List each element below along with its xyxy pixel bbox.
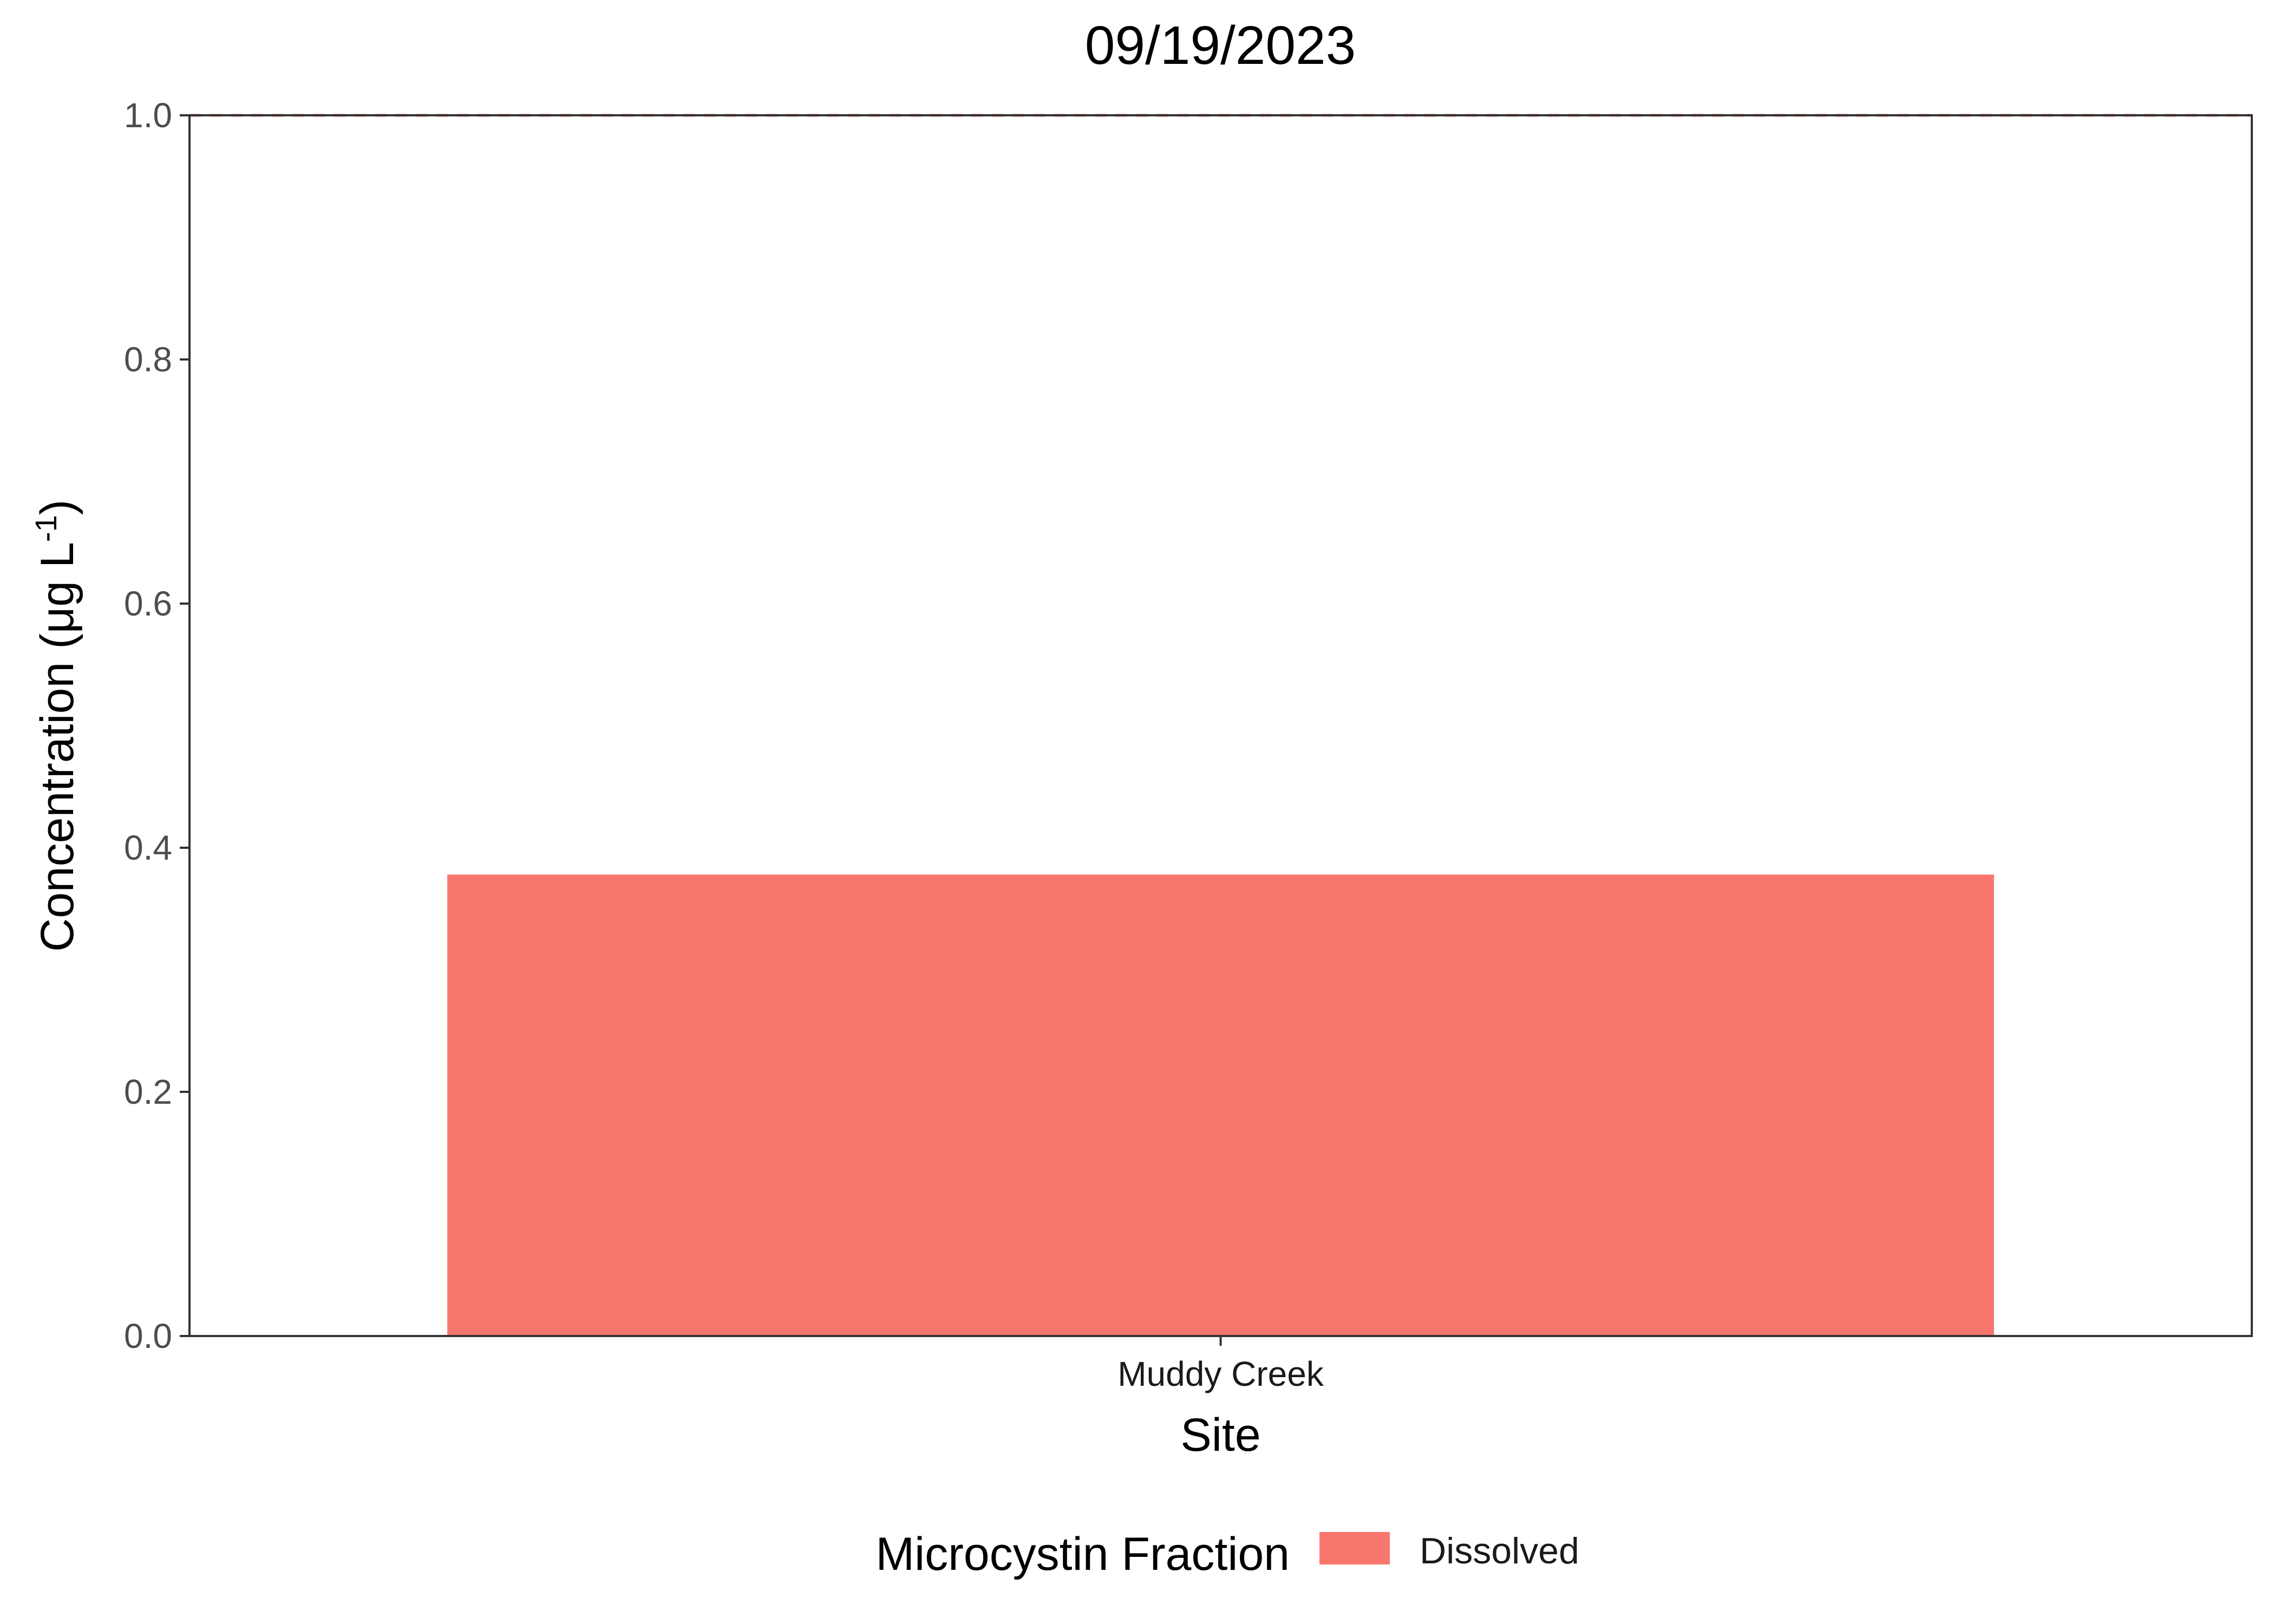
y-tick-label: 0.8: [124, 340, 172, 379]
y-axis-title-superscript: -1: [29, 515, 63, 542]
y-tick-label: 0.0: [124, 1317, 172, 1355]
chart-title: 09/19/2023: [1085, 15, 1356, 76]
y-tick-label: 0.2: [124, 1072, 172, 1111]
x-axis-title: Site: [1180, 1409, 1260, 1461]
y-tick-label: 1.0: [124, 96, 172, 135]
legend: Microcystin Fraction Dissolved: [875, 1528, 1579, 1580]
y-axis-title-close: ): [31, 500, 83, 515]
legend-key-dissolved: [1319, 1532, 1390, 1564]
y-tick-label: 0.6: [124, 584, 172, 623]
x-tick-label: Muddy Creek: [1118, 1354, 1324, 1393]
plot-panel-border: [188, 114, 2253, 1337]
plot-area: 0.0 0.2 0.4 0.6 0.8 1.0 Muddy Creek: [124, 96, 2252, 1393]
y-axis-title-main: Concentration (μg L: [31, 542, 83, 952]
legend-title: Microcystin Fraction: [875, 1528, 1290, 1580]
bar-dissolved-0: [447, 874, 1994, 1336]
legend-label-dissolved: Dissolved: [1420, 1530, 1579, 1571]
y-tick-label: 0.4: [124, 828, 172, 867]
y-axis-title: Concentration (μg L-1): [29, 500, 84, 952]
